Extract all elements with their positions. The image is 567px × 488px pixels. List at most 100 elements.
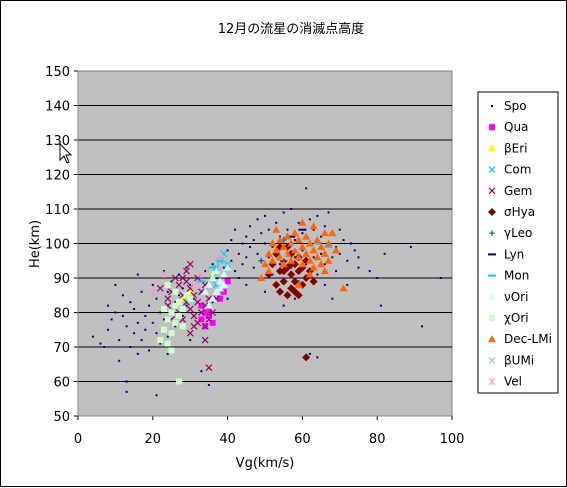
data-point xyxy=(290,246,299,254)
series-10 xyxy=(157,281,194,385)
data-point xyxy=(316,273,319,276)
data-point xyxy=(280,253,288,261)
data-point xyxy=(205,364,213,372)
data-point xyxy=(383,252,386,255)
data-point xyxy=(309,277,318,286)
legend-item-label: Com xyxy=(504,163,531,177)
data-point xyxy=(175,299,182,306)
data-point xyxy=(301,249,304,252)
data-point xyxy=(198,316,205,323)
data-point xyxy=(133,332,136,335)
data-point xyxy=(156,284,164,292)
data-point xyxy=(175,281,183,289)
data-point xyxy=(338,252,341,255)
data-point xyxy=(148,349,151,352)
legend-marker xyxy=(488,208,496,216)
x-tick-label: 0 xyxy=(74,432,82,447)
data-point xyxy=(323,225,326,228)
data-point xyxy=(267,256,270,259)
data-point xyxy=(324,256,333,264)
gridlines xyxy=(78,105,452,382)
legend: Spo Qua βEri Com Gem σHya γLeo Lyn Mon νOri χOri De… xyxy=(477,91,559,394)
data-point xyxy=(129,301,132,304)
data-point xyxy=(245,235,248,238)
data-point xyxy=(320,249,329,257)
data-point xyxy=(91,335,94,338)
data-point xyxy=(272,225,281,233)
data-point xyxy=(216,277,225,285)
data-point xyxy=(201,287,210,295)
data-point xyxy=(323,263,326,266)
data-point xyxy=(118,339,121,342)
chart-title: 12月の流星の消滅点高度 xyxy=(218,21,365,37)
data-point xyxy=(170,280,173,283)
data-point xyxy=(144,328,147,331)
data-point xyxy=(305,187,308,190)
data-point xyxy=(316,356,319,359)
x-axis-ticks: 0 20 40 60 80 100 xyxy=(74,415,464,447)
data-point xyxy=(136,352,139,355)
y-axis-label: He(km) xyxy=(28,220,43,268)
data-point xyxy=(186,329,194,337)
data-point xyxy=(305,239,314,247)
data-point xyxy=(241,242,244,245)
data-point xyxy=(190,312,198,320)
data-point xyxy=(187,295,194,302)
data-point xyxy=(252,266,255,269)
data-point xyxy=(190,322,198,330)
data-point xyxy=(312,228,315,231)
data-point xyxy=(258,257,265,264)
legend-marker xyxy=(488,292,496,300)
data-point xyxy=(324,239,333,247)
y-tick-label: 70 xyxy=(53,341,70,356)
data-point xyxy=(121,294,124,297)
data-point xyxy=(234,228,237,231)
data-point xyxy=(290,208,293,210)
data-point xyxy=(209,319,216,326)
data-point xyxy=(282,304,285,307)
data-point xyxy=(320,267,329,275)
data-point xyxy=(357,256,360,259)
data-point xyxy=(302,353,311,362)
data-point xyxy=(144,314,147,317)
data-point xyxy=(204,280,213,288)
data-point xyxy=(129,346,132,348)
data-point xyxy=(201,322,209,330)
data-point xyxy=(237,252,240,255)
data-point xyxy=(201,336,209,344)
data-point xyxy=(279,267,288,276)
data-point xyxy=(166,335,169,338)
data-point xyxy=(308,218,311,221)
data-point xyxy=(185,304,188,307)
data-point xyxy=(110,318,113,321)
data-point xyxy=(252,239,255,242)
data-point xyxy=(118,359,121,362)
data-point xyxy=(179,274,187,282)
data-point xyxy=(208,294,217,302)
data-point xyxy=(198,271,205,279)
data-point xyxy=(230,239,233,242)
data-point xyxy=(234,270,237,273)
data-point xyxy=(205,306,212,313)
legend-item-label: Lyn xyxy=(504,247,524,261)
data-point xyxy=(200,370,203,373)
data-point xyxy=(282,211,285,214)
data-point xyxy=(256,252,259,255)
x-tick-label: 80 xyxy=(369,432,386,447)
data-point xyxy=(320,229,329,237)
data-point xyxy=(335,270,338,273)
data-point xyxy=(190,281,198,289)
data-point xyxy=(168,347,175,354)
data-point xyxy=(121,314,124,317)
x-tick-label: 60 xyxy=(294,432,311,447)
data-point xyxy=(212,287,221,295)
data-point xyxy=(174,301,177,304)
data-point xyxy=(287,270,296,279)
data-point xyxy=(172,319,179,326)
data-point xyxy=(338,228,341,231)
data-point xyxy=(159,311,162,314)
data-point xyxy=(181,287,184,290)
data-point xyxy=(301,232,304,235)
data-point xyxy=(272,246,281,254)
y-tick-label: 60 xyxy=(53,376,70,391)
